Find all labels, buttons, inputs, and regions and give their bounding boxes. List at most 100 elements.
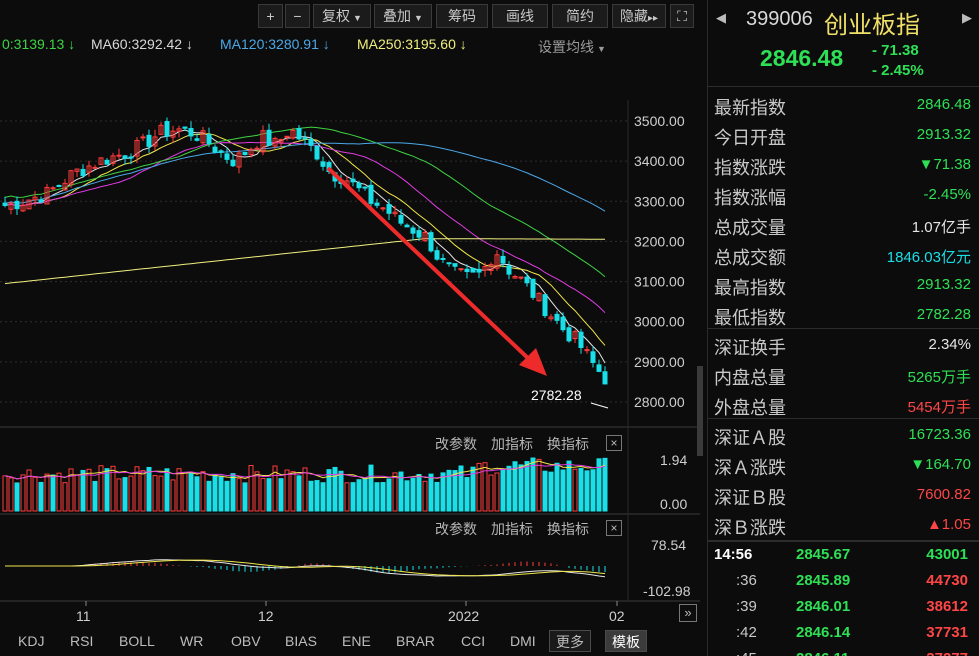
volume-bar-up — [572, 468, 578, 512]
candle-down — [566, 327, 572, 342]
ma-settings-dropdown[interactable]: 设置均线 ▼ — [538, 37, 606, 57]
quote-field-row: 今日开盘 2913.32 — [708, 120, 979, 150]
volume-bar-down — [524, 461, 530, 512]
zoom-in-button[interactable]: + — [258, 4, 283, 28]
volume-bar-down — [92, 480, 98, 512]
back-arrow-icon[interactable]: ◀ — [716, 10, 726, 25]
volume-bar-up — [134, 466, 140, 512]
close-icon[interactable]: × — [606, 435, 622, 451]
candle-down — [296, 128, 302, 140]
candle-down — [500, 255, 506, 264]
chevron-down-icon: ▼ — [597, 44, 606, 54]
chouma-button[interactable]: 筹码 — [436, 4, 488, 28]
volume-add-indicator-button[interactable]: 加指标 — [491, 436, 533, 452]
quote-field-row: 最新指数 2846.48 — [708, 90, 979, 120]
volume-bar-up — [176, 468, 182, 512]
volume-bar-up — [488, 474, 494, 512]
volume-switch-indicator-button[interactable]: 换指标 — [547, 436, 589, 452]
ma120-value: MA120:3280.91 ↓ — [220, 36, 330, 52]
quote-field-label: 最新指数 — [714, 98, 786, 118]
candle-up — [32, 196, 38, 201]
volume-bar-up — [482, 462, 488, 512]
candle-up — [140, 136, 146, 139]
candle-down — [104, 159, 110, 165]
quote-field-label: 深证换手 — [714, 338, 786, 358]
tab-ene[interactable]: ENE — [342, 633, 371, 649]
volume-bar-down — [512, 461, 518, 512]
candle-up — [74, 168, 80, 172]
expand-right-icon[interactable]: » — [679, 604, 697, 622]
quote-field-label: 外盘总量 — [714, 398, 786, 418]
candle-down — [80, 168, 86, 177]
forward-arrow-icon[interactable]: ▶ — [962, 10, 972, 25]
tab-obv[interactable]: OBV — [231, 633, 261, 649]
quote-field-label: 深Ｂ涨跌 — [714, 518, 786, 538]
volume-bar-down — [584, 470, 590, 512]
fullscreen-button[interactable]: ⛶ — [670, 4, 694, 28]
tab-more[interactable]: 更多 — [549, 630, 591, 652]
close-icon[interactable]: × — [606, 520, 622, 536]
yincang-button[interactable]: 隐藏▸▸ — [612, 4, 666, 28]
macd-add-indicator-button[interactable]: 加指标 — [491, 521, 533, 537]
tick-volume: 38612 — [926, 598, 968, 615]
price-change-pct: - 2.45% — [872, 62, 924, 79]
candle-up — [92, 166, 98, 169]
price-tick-label: 3200.00 — [634, 233, 685, 249]
x-axis-label: 2022 — [448, 608, 479, 624]
quote-field-value: 2913.32 — [916, 276, 971, 293]
volume-bar-down — [362, 477, 368, 512]
macd-edit-params-button[interactable]: 改参数 — [435, 521, 477, 537]
tab-rsi[interactable]: RSI — [70, 633, 94, 649]
jianyue-button[interactable]: 简约 — [552, 4, 608, 28]
candle-up — [380, 207, 386, 210]
macd-tick-top: 78.54 — [651, 537, 686, 553]
volume-edit-params-button[interactable]: 改参数 — [435, 436, 477, 452]
zoom-out-button[interactable]: − — [285, 4, 310, 28]
candle-up — [116, 154, 122, 157]
volume-bar-down — [338, 470, 344, 512]
candle-up — [110, 155, 116, 164]
candle-up — [86, 165, 92, 173]
quote-field-row: 总成交量 1.07亿手 — [708, 210, 979, 240]
volume-bar-down — [164, 468, 170, 512]
tab-bias[interactable]: BIAS — [285, 633, 317, 649]
volume-bar-up — [2, 475, 8, 512]
candle-down — [602, 371, 608, 385]
tab-cci[interactable]: CCI — [461, 633, 486, 649]
tab-wr[interactable]: WR — [180, 633, 204, 649]
fuquan-dropdown[interactable]: 复权 ▼ — [313, 4, 371, 28]
huaxian-button[interactable]: 画线 — [492, 4, 548, 28]
candle-up — [152, 136, 158, 147]
quote-field-value: ▲1.05 — [926, 516, 971, 533]
index-code: 399006 — [746, 8, 813, 30]
tick-row: :42 2846.14 37731 — [708, 621, 979, 647]
macd-switch-indicator-button[interactable]: 换指标 — [547, 521, 589, 537]
price-tick-label: 3300.00 — [634, 193, 685, 209]
tab-boll[interactable]: BOLL — [119, 633, 155, 649]
candle-down — [230, 159, 236, 167]
candle-up — [236, 152, 242, 168]
tab-dmi[interactable]: DMI — [510, 633, 536, 649]
chart-scrollbar[interactable] — [697, 366, 703, 456]
quote-panel: ◀ 399006 创业板指 ▶ 2846.48 - 71.38 - 2.45% … — [707, 0, 979, 656]
candle-down — [212, 146, 218, 153]
tab-brar[interactable]: BRAR — [396, 633, 435, 649]
tab-kdj[interactable]: KDJ — [18, 633, 45, 649]
volume-bar-up — [158, 475, 164, 512]
candle-down — [410, 227, 416, 234]
candle-down — [122, 155, 128, 159]
volume-bar-up — [302, 467, 308, 512]
index-name: 创业板指 — [824, 11, 920, 39]
candle-down — [542, 294, 548, 317]
diejia-dropdown[interactable]: 叠加 ▼ — [374, 4, 432, 28]
tab-template[interactable]: 模板 — [605, 630, 647, 652]
volume-bar-up — [182, 472, 188, 512]
volume-bar-down — [590, 469, 596, 512]
volume-bar-up — [44, 473, 50, 512]
kline-chart-area[interactable]: 2782.28 3500.00 3400.00 3300.00 3200.00 3100… — [0, 0, 700, 656]
volume-bar-down — [542, 470, 548, 512]
volume-bar-down — [350, 482, 356, 512]
volume-bar-down — [296, 475, 302, 512]
candle-down — [440, 257, 446, 260]
volume-bar-down — [146, 466, 152, 512]
